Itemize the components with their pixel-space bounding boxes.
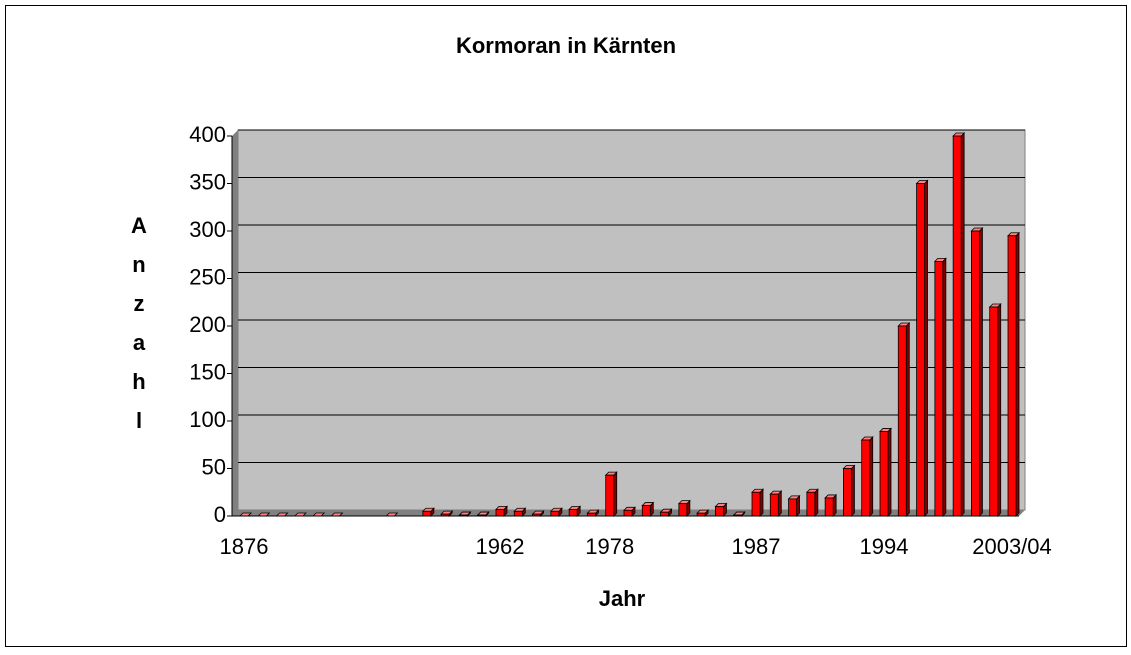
bar-side bbox=[832, 493, 837, 517]
bar-front bbox=[605, 474, 615, 517]
y-tick-label: 100 bbox=[189, 407, 226, 432]
bar bbox=[293, 512, 307, 517]
bar-side bbox=[613, 471, 618, 517]
bar-front bbox=[971, 230, 980, 517]
bar-front bbox=[897, 325, 907, 517]
bar bbox=[495, 505, 508, 517]
bar-front bbox=[1007, 235, 1017, 517]
bar bbox=[915, 179, 929, 517]
y-tick-label: 150 bbox=[189, 359, 226, 384]
bar bbox=[568, 505, 582, 517]
bar bbox=[696, 509, 710, 517]
bar-front bbox=[422, 510, 432, 517]
x-tick-label: 1978 bbox=[585, 534, 634, 559]
bar bbox=[440, 510, 454, 517]
bar-side bbox=[814, 488, 819, 517]
bar bbox=[623, 506, 636, 517]
bar bbox=[842, 464, 856, 517]
bar-front bbox=[824, 497, 834, 517]
bar-front bbox=[641, 505, 651, 517]
bar bbox=[421, 507, 435, 517]
y-axis-title: Anzahl bbox=[131, 213, 147, 433]
x-tick-label: 1987 bbox=[732, 534, 781, 559]
bar-front bbox=[751, 491, 761, 517]
bar bbox=[952, 132, 966, 517]
bar-side bbox=[942, 257, 947, 517]
y-tick-label: 300 bbox=[189, 217, 226, 242]
bar bbox=[933, 257, 947, 517]
bar-front bbox=[879, 431, 889, 517]
bar bbox=[769, 490, 783, 517]
y-tick-label: 350 bbox=[189, 169, 226, 194]
bar bbox=[458, 511, 472, 517]
bar-front bbox=[788, 498, 797, 517]
x-tick-label: 1876 bbox=[220, 534, 269, 559]
bar-side bbox=[869, 436, 874, 517]
bar-front bbox=[806, 491, 816, 517]
bar-side bbox=[777, 490, 782, 517]
bar bbox=[897, 322, 911, 517]
y-tick-label: 200 bbox=[189, 312, 226, 337]
bar bbox=[513, 507, 527, 517]
bar-side bbox=[887, 427, 892, 517]
bar bbox=[988, 303, 1002, 517]
x-tick-label: 1962 bbox=[476, 534, 525, 559]
bar bbox=[604, 471, 618, 517]
bar-side bbox=[851, 464, 855, 517]
bar-front bbox=[495, 508, 505, 517]
x-tick-label: 1994 bbox=[860, 534, 909, 559]
bar-side bbox=[997, 303, 1002, 517]
bar-front bbox=[568, 508, 578, 517]
bar bbox=[586, 509, 600, 517]
bar-front bbox=[934, 260, 944, 517]
bar bbox=[787, 494, 801, 517]
bar-front bbox=[861, 439, 871, 517]
y-tick-label: 0 bbox=[214, 502, 226, 527]
bar bbox=[677, 499, 691, 517]
bar-side bbox=[1015, 231, 1020, 517]
bar bbox=[879, 427, 892, 517]
bar-front bbox=[952, 135, 962, 517]
bars bbox=[239, 132, 1020, 517]
bar bbox=[970, 227, 984, 517]
bar-side bbox=[905, 322, 910, 517]
bar bbox=[824, 493, 838, 517]
y-tick-label: 400 bbox=[189, 122, 226, 147]
bar-front bbox=[916, 183, 925, 517]
bar bbox=[714, 502, 728, 517]
bar-front bbox=[715, 506, 724, 517]
bar bbox=[751, 488, 764, 517]
x-tick-label: 2003/04 bbox=[972, 534, 1052, 559]
bar-side bbox=[960, 132, 965, 517]
bar-side bbox=[924, 179, 928, 517]
y-tick-label: 50 bbox=[202, 454, 226, 479]
bar-front bbox=[843, 468, 852, 517]
bar-front bbox=[550, 510, 560, 517]
bar-side bbox=[979, 227, 983, 517]
bar-side bbox=[759, 488, 764, 517]
bar-front bbox=[989, 306, 999, 517]
bar-front bbox=[678, 503, 688, 517]
bar bbox=[549, 507, 563, 517]
ticks: 0 50 100 150 200 250 300 350 400 1876 1962 1978 1987… bbox=[189, 122, 1051, 559]
bar-front bbox=[769, 493, 779, 517]
x-axis-title: Jahr bbox=[599, 586, 646, 611]
bar bbox=[860, 436, 874, 517]
bar-front bbox=[660, 511, 669, 517]
bar bbox=[1007, 231, 1020, 517]
bar-front bbox=[513, 510, 523, 517]
chart-title: Kormoran in Kärnten bbox=[456, 33, 676, 58]
bar-front bbox=[623, 509, 633, 517]
bar bbox=[659, 508, 673, 517]
bar bbox=[641, 501, 655, 517]
y-tick-label: 250 bbox=[189, 264, 226, 289]
bar bbox=[805, 488, 819, 517]
bar bbox=[531, 510, 545, 517]
